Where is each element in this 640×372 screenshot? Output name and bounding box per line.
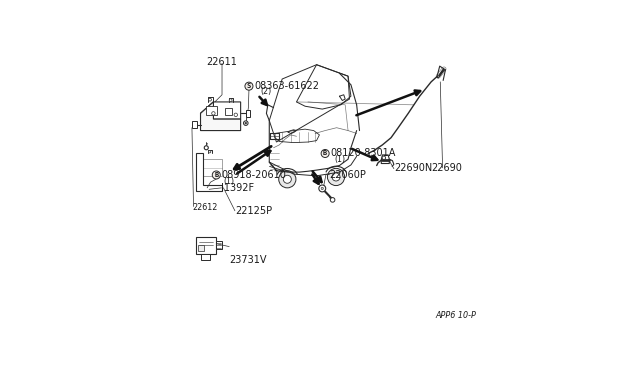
Polygon shape — [200, 102, 213, 131]
Circle shape — [328, 169, 344, 186]
FancyBboxPatch shape — [202, 254, 210, 260]
Text: (1): (1) — [223, 177, 235, 186]
Text: 22611: 22611 — [207, 57, 237, 67]
Text: B: B — [214, 172, 218, 178]
FancyBboxPatch shape — [198, 244, 204, 251]
Circle shape — [321, 187, 323, 190]
Text: 23731V: 23731V — [229, 255, 267, 265]
Circle shape — [321, 150, 329, 157]
Circle shape — [330, 198, 335, 202]
Text: (2): (2) — [260, 87, 271, 96]
Text: 22060P: 22060P — [330, 170, 366, 180]
Text: 22690N: 22690N — [394, 163, 432, 173]
Circle shape — [319, 185, 326, 192]
FancyBboxPatch shape — [225, 108, 232, 115]
Circle shape — [209, 151, 211, 153]
Circle shape — [229, 99, 232, 102]
Circle shape — [279, 171, 296, 188]
Circle shape — [332, 173, 340, 181]
Circle shape — [234, 113, 237, 116]
FancyBboxPatch shape — [246, 110, 250, 117]
Circle shape — [382, 156, 385, 160]
Polygon shape — [200, 102, 241, 119]
Circle shape — [212, 112, 215, 115]
Text: I1392F: I1392F — [221, 183, 255, 193]
Text: 08918-20610: 08918-20610 — [221, 170, 286, 180]
Text: 08363-61622: 08363-61622 — [254, 81, 319, 91]
FancyBboxPatch shape — [192, 121, 196, 128]
FancyBboxPatch shape — [196, 237, 216, 254]
Text: 08120-8301A: 08120-8301A — [330, 148, 396, 158]
Text: S: S — [247, 83, 251, 89]
Text: (1): (1) — [334, 155, 345, 164]
Circle shape — [284, 175, 291, 183]
FancyBboxPatch shape — [206, 106, 217, 115]
Circle shape — [212, 171, 220, 179]
Circle shape — [204, 146, 208, 150]
Text: 22690: 22690 — [432, 163, 463, 173]
Text: 22612: 22612 — [193, 203, 218, 212]
FancyBboxPatch shape — [216, 241, 222, 250]
FancyBboxPatch shape — [185, 45, 471, 331]
Text: APP6 10-P: APP6 10-P — [435, 311, 476, 320]
Circle shape — [243, 121, 248, 125]
Text: B: B — [323, 151, 327, 157]
Circle shape — [245, 82, 253, 90]
Circle shape — [209, 98, 211, 101]
Circle shape — [245, 122, 246, 124]
Text: 22125P: 22125P — [235, 206, 272, 217]
Polygon shape — [200, 102, 241, 131]
